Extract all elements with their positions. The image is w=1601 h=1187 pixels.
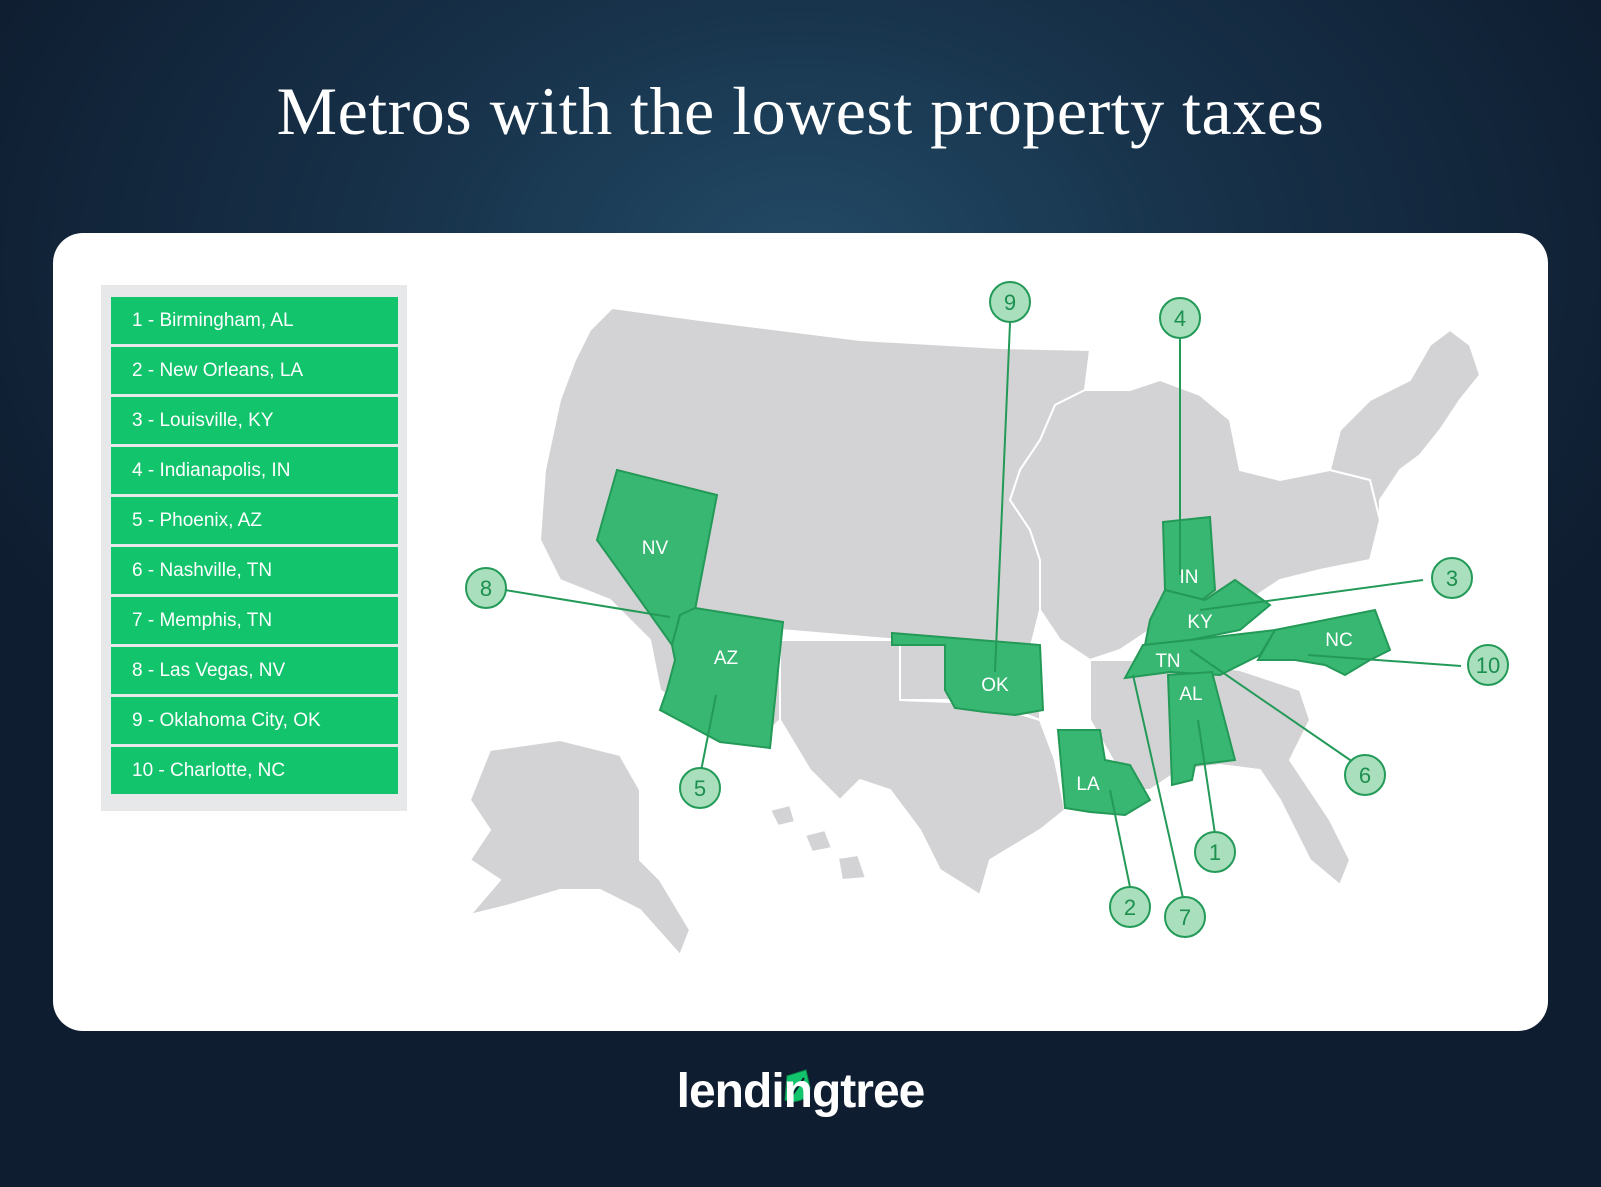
state-az — [658, 606, 785, 750]
state-la — [1056, 729, 1152, 817]
marker-label: 4 — [1174, 306, 1186, 331]
leaf-icon — [784, 1069, 811, 1102]
legend-item: 7 - Memphis, TN — [111, 597, 398, 644]
state-label-tn: TN — [1155, 651, 1180, 672]
lendingtree-logo: lendingtree — [0, 1064, 1601, 1119]
state-ak — [467, 738, 692, 957]
leader-line — [1307, 654, 1462, 667]
leader-line — [504, 589, 671, 618]
legend-item: 4 - Indianapolis, IN — [111, 447, 398, 494]
page-title: Metros with the lowest property taxes — [276, 73, 1325, 149]
legend-item: 10 - Charlotte, NC — [111, 747, 398, 794]
marker-label: 7 — [1179, 905, 1191, 930]
marker-9: 9 — [989, 281, 1031, 323]
state-nc — [1256, 608, 1392, 677]
legend-item: 1 - Birmingham, AL — [111, 297, 398, 344]
marker-label: 10 — [1476, 653, 1500, 678]
state-label-la: LA — [1076, 774, 1100, 795]
state-ok — [891, 631, 1045, 717]
markers: 1 2 3 4 5 6 7 8 — [465, 281, 1509, 938]
marker-label: 9 — [1004, 290, 1016, 315]
marker-7: 7 — [1164, 896, 1206, 938]
legend-item: 5 - Phoenix, AZ — [111, 497, 398, 544]
marker-label: 1 — [1209, 840, 1221, 865]
legend-item: 3 - Louisville, KY — [111, 397, 398, 444]
marker-label: 6 — [1359, 763, 1371, 788]
leader-line — [1132, 674, 1184, 899]
state-label-nc: NC — [1325, 630, 1352, 651]
marker-3: 3 — [1431, 557, 1473, 599]
state-labels: NV AZ OK LA IN KY TN AL NC — [642, 538, 1353, 795]
marker-8: 8 — [465, 567, 507, 609]
leader-line — [1189, 649, 1354, 763]
state-label-in: IN — [1180, 567, 1199, 588]
logo-text: lendingtree — [676, 1065, 926, 1118]
leader-line — [699, 694, 717, 777]
marker-label: 5 — [694, 776, 706, 801]
state-label-az: AZ — [714, 648, 739, 669]
marker-label: 2 — [1124, 895, 1136, 920]
legend-item: 2 - New Orleans, LA — [111, 347, 398, 394]
marker-label: 8 — [480, 576, 492, 601]
leader-line — [1109, 789, 1131, 888]
state-northeast — [1328, 328, 1482, 521]
state-ky — [1143, 578, 1272, 647]
leader-line — [1199, 579, 1424, 611]
marker-2: 2 — [1109, 886, 1151, 928]
legend-item: 6 - Nashville, TN — [111, 547, 398, 594]
marker-label: 3 — [1446, 566, 1458, 591]
marker-5: 5 — [679, 767, 721, 809]
marker-6: 6 — [1344, 754, 1386, 796]
highlighted-states — [595, 468, 1392, 817]
state-al — [1166, 670, 1237, 787]
state-label-al: AL — [1179, 684, 1202, 705]
state-label-ok: OK — [981, 675, 1009, 696]
leader-line — [994, 322, 1011, 673]
marker-10: 10 — [1467, 644, 1509, 686]
legend-item: 9 - Oklahoma City, OK — [111, 697, 398, 744]
leader-lines — [504, 322, 1462, 899]
leader-line — [1197, 719, 1216, 835]
legend-item: 8 - Las Vegas, NV — [111, 647, 398, 694]
state-label-nv: NV — [642, 538, 669, 559]
state-hi — [768, 803, 868, 882]
marker-1: 1 — [1194, 831, 1236, 873]
legend-list: 1 - Birmingham, AL 2 - New Orleans, LA 3… — [101, 285, 407, 811]
marker-4: 4 — [1159, 297, 1201, 339]
state-label-ky: KY — [1187, 612, 1213, 633]
